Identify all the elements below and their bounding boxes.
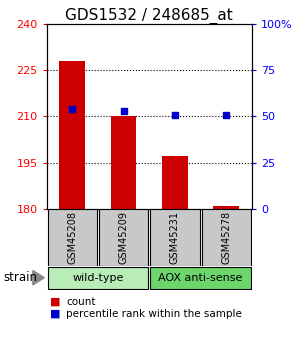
Point — [70, 106, 75, 112]
Text: percentile rank within the sample: percentile rank within the sample — [66, 309, 242, 319]
Bar — [202, 209, 251, 266]
Bar — [59, 61, 85, 209]
Point — [172, 112, 177, 117]
Text: GSM45208: GSM45208 — [67, 211, 77, 264]
Text: ■: ■ — [50, 309, 60, 319]
Bar — [99, 209, 148, 266]
Point — [224, 112, 229, 117]
Text: GSM45231: GSM45231 — [170, 211, 180, 264]
Bar — [111, 117, 136, 209]
Text: GSM45278: GSM45278 — [221, 211, 231, 264]
Bar — [162, 156, 188, 209]
Point — [121, 108, 126, 114]
Bar — [150, 267, 251, 288]
Bar — [47, 209, 97, 266]
Polygon shape — [33, 270, 44, 285]
Text: GSM45209: GSM45209 — [118, 211, 129, 264]
Bar — [214, 206, 239, 209]
Text: ■: ■ — [50, 297, 60, 307]
Text: AOX anti-sense: AOX anti-sense — [158, 273, 243, 283]
Bar — [150, 209, 200, 266]
Text: wild-type: wild-type — [72, 273, 124, 283]
Bar — [47, 267, 148, 288]
Text: strain: strain — [3, 271, 37, 284]
Text: count: count — [66, 297, 95, 307]
Title: GDS1532 / 248685_at: GDS1532 / 248685_at — [65, 8, 233, 24]
